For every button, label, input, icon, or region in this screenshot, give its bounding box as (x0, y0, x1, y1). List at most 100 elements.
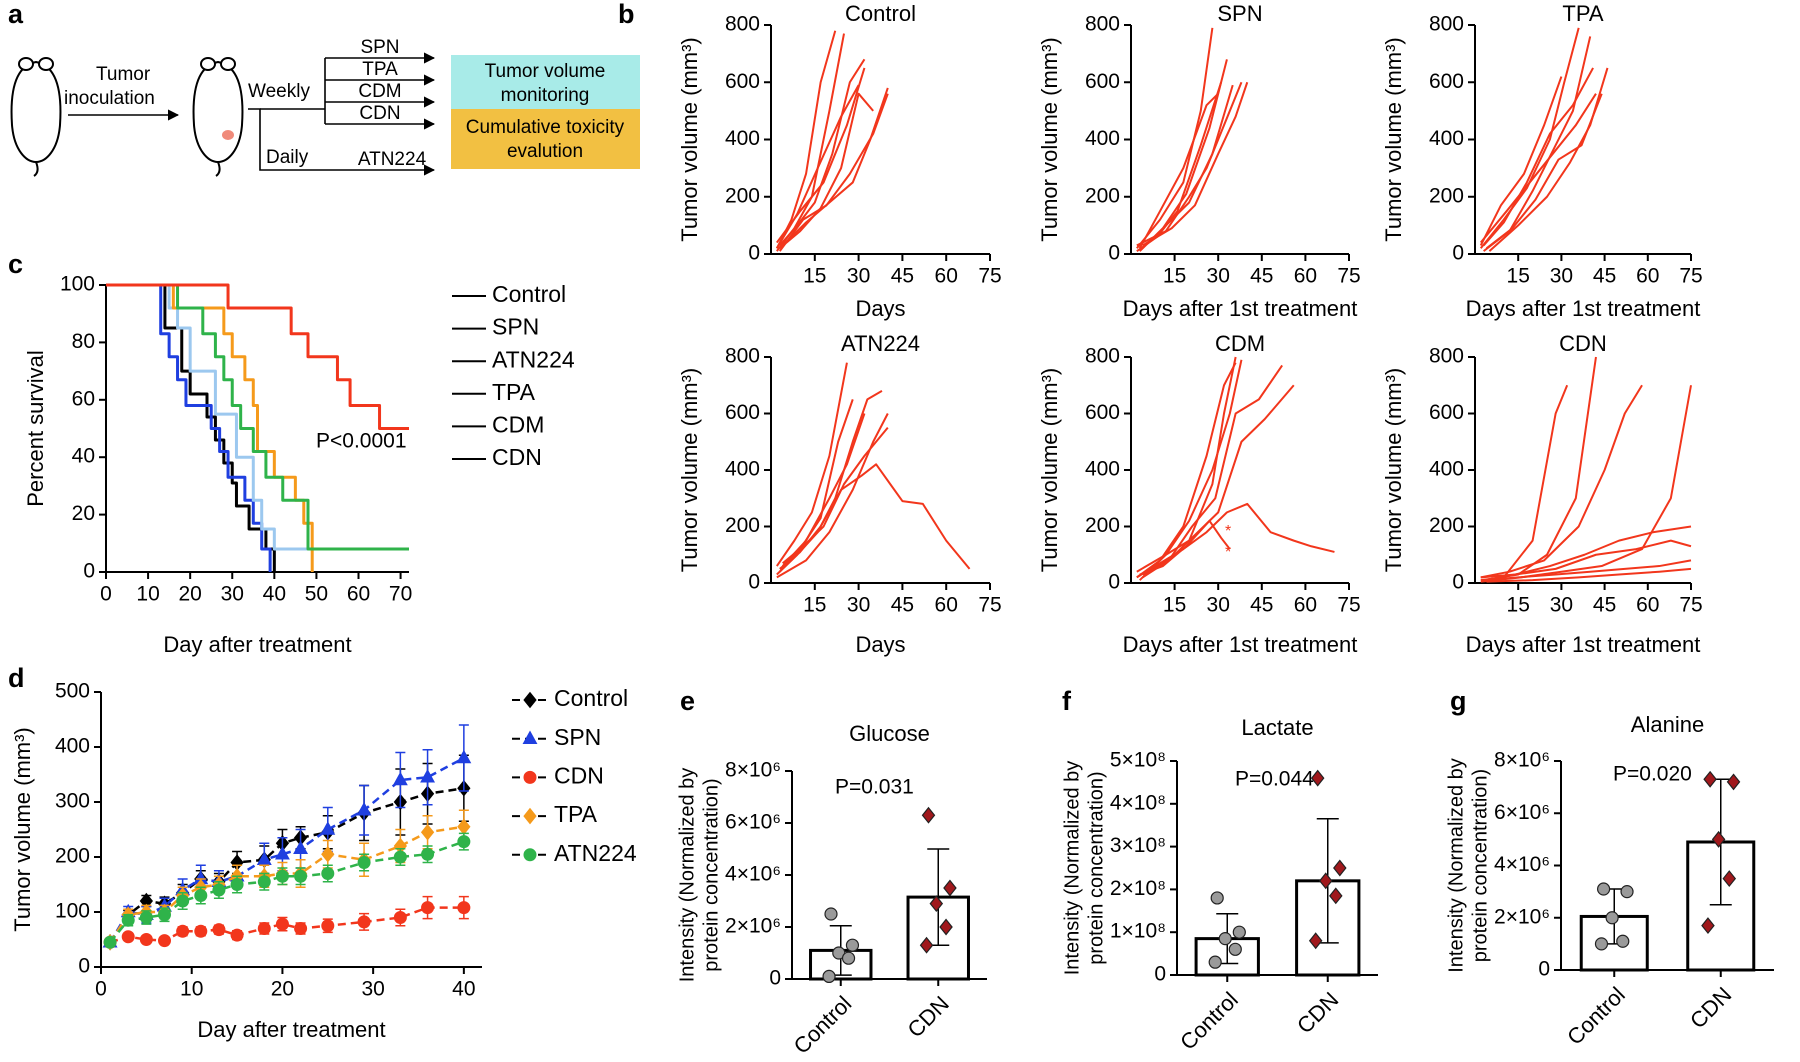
panel-label: a (8, 0, 24, 29)
marker (1218, 932, 1232, 946)
y-tick-label: 0 (1108, 571, 1120, 594)
series-line (106, 283, 314, 572)
marker (121, 913, 135, 927)
x-tick-label: 60 (347, 583, 370, 606)
marker (1620, 885, 1634, 899)
panel-label: f (1062, 686, 1072, 716)
y-tick-label: 400 (725, 127, 760, 150)
y-tick-label: 3×10⁸ (1110, 834, 1166, 857)
marker (1616, 934, 1630, 948)
y-tick-label: 0 (1154, 963, 1166, 986)
marker (523, 770, 537, 784)
series-line (1142, 384, 1295, 576)
marker (103, 935, 117, 949)
marker (1701, 917, 1715, 935)
y-tick-label: 8×10⁶ (725, 759, 781, 782)
y-axis-label: protein concentration) (1469, 769, 1491, 962)
marker (1308, 932, 1323, 950)
marker (943, 879, 957, 897)
box-text: monitoring (501, 85, 590, 106)
x-tick-label: 15 (803, 265, 826, 288)
marker (176, 924, 190, 938)
series-line (1480, 539, 1692, 579)
chart-title: CDN (1559, 331, 1607, 356)
marker (275, 917, 289, 931)
panel-label: b (618, 0, 635, 29)
marker (257, 875, 271, 889)
panel-label: e (680, 686, 695, 716)
x-tick-label: 45 (1250, 594, 1273, 617)
x-tick-label: 30 (847, 265, 870, 288)
marker (393, 911, 407, 924)
y-tick-label: 100 (55, 900, 90, 923)
series-line (1136, 27, 1214, 249)
y-axis-label: Tumor volume (mm³) (1037, 37, 1062, 242)
marker (1208, 955, 1222, 969)
marker (420, 823, 435, 841)
x-tick-label: 45 (1593, 265, 1616, 288)
y-tick-label: 200 (1085, 184, 1120, 207)
x-axis-label: Days after 1st treatment (1466, 296, 1701, 321)
x-tick-label: 15 (803, 594, 826, 617)
y-axis-label: Tumor volume (mm³) (677, 368, 702, 573)
series-line (775, 30, 837, 249)
marker (1329, 887, 1343, 905)
legend-label: TPA (492, 379, 536, 405)
x-tick-label: Control (789, 991, 857, 1059)
y-tick-label: 400 (725, 458, 760, 481)
marker (321, 845, 335, 863)
x-tick-label: CDN (1685, 982, 1736, 1033)
x-tick-label: 60 (935, 594, 958, 617)
annotation: * (1225, 523, 1231, 540)
series-line (1479, 93, 1597, 244)
series-line (1486, 567, 1692, 583)
x-tick-label: 15 (1163, 265, 1186, 288)
series-line (1139, 359, 1243, 581)
marker (275, 869, 289, 883)
marker (824, 907, 838, 921)
series-line (1480, 384, 1643, 579)
marker (294, 869, 308, 883)
x-tick-label: 30 (221, 583, 244, 606)
marker (523, 691, 537, 709)
legend-label: ATN224 (554, 840, 637, 866)
marker (1232, 925, 1246, 939)
y-axis-label: protein concentration) (700, 778, 722, 971)
annotation: P<0.0001 (316, 430, 407, 453)
annotation: P=0.044 (1235, 768, 1314, 791)
y-axis-label: Intensity (Normalized by (1061, 761, 1083, 976)
marker (1703, 770, 1717, 788)
toxicity-box (451, 109, 640, 169)
x-tick-label: 40 (452, 978, 475, 1001)
marker (293, 840, 309, 855)
series-line (779, 92, 874, 250)
y-tick-label: 400 (1085, 458, 1120, 481)
y-tick-label: 200 (1085, 514, 1120, 537)
y-axis-label: Tumor volume (mm³) (1381, 37, 1406, 242)
marker (919, 936, 934, 954)
x-axis-label: Days (855, 632, 905, 657)
legend-label: ATN224 (492, 346, 575, 372)
marker (257, 922, 271, 935)
step-label: inoculation (64, 88, 155, 109)
x-tick-label: 10 (180, 978, 203, 1001)
panel-labels: a b c d e f g (8, 0, 1467, 716)
y-tick-label: 6×10⁶ (1494, 801, 1550, 824)
y-tick-label: 60 (72, 387, 95, 410)
y-tick-label: 0 (748, 571, 760, 594)
y-axis-label: Tumor volume (mm³) (677, 37, 702, 242)
y-tick-label: 200 (55, 845, 90, 868)
x-tick-label: 0 (100, 583, 112, 606)
marker (523, 848, 537, 862)
series-line (776, 413, 889, 579)
treatment-label: TPA (362, 59, 398, 80)
y-tick-label: 40 (72, 445, 95, 468)
x-axis-label: Days after 1st treatment (1123, 296, 1358, 321)
y-tick-label: 20 (72, 502, 95, 525)
series-line (775, 84, 860, 249)
y-tick-label: 2×10⁸ (1110, 877, 1166, 900)
marker (212, 883, 226, 897)
y-tick-label: 0 (1538, 958, 1550, 981)
x-tick-label: 60 (1294, 594, 1317, 617)
x-tick-label: 30 (361, 978, 384, 1001)
